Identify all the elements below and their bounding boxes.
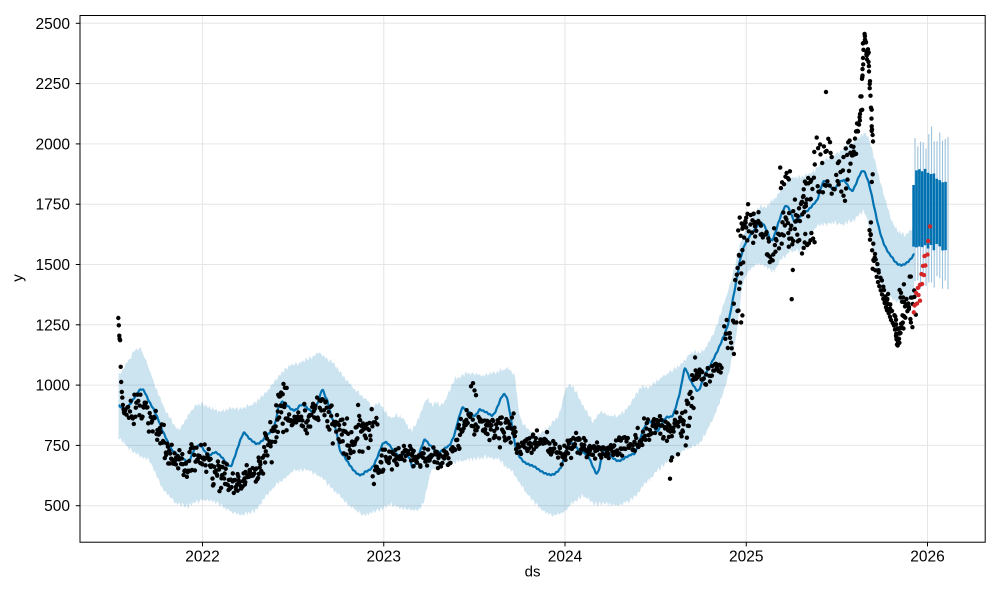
svg-text:1500: 1500 bbox=[36, 257, 71, 274]
svg-text:1750: 1750 bbox=[36, 197, 71, 214]
svg-text:2024: 2024 bbox=[548, 549, 583, 566]
svg-text:500: 500 bbox=[44, 498, 70, 515]
svg-text:2022: 2022 bbox=[185, 549, 219, 566]
svg-text:2026: 2026 bbox=[910, 549, 944, 566]
svg-text:2250: 2250 bbox=[36, 76, 71, 93]
svg-text:2025: 2025 bbox=[729, 549, 763, 566]
svg-text:2000: 2000 bbox=[36, 136, 71, 153]
svg-text:2023: 2023 bbox=[367, 549, 401, 566]
svg-text:1000: 1000 bbox=[36, 378, 71, 395]
svg-text:2500: 2500 bbox=[36, 16, 71, 33]
svg-text:1250: 1250 bbox=[36, 317, 71, 334]
svg-text:750: 750 bbox=[44, 438, 70, 455]
svg-text:y: y bbox=[10, 274, 27, 282]
svg-text:ds: ds bbox=[525, 563, 541, 580]
